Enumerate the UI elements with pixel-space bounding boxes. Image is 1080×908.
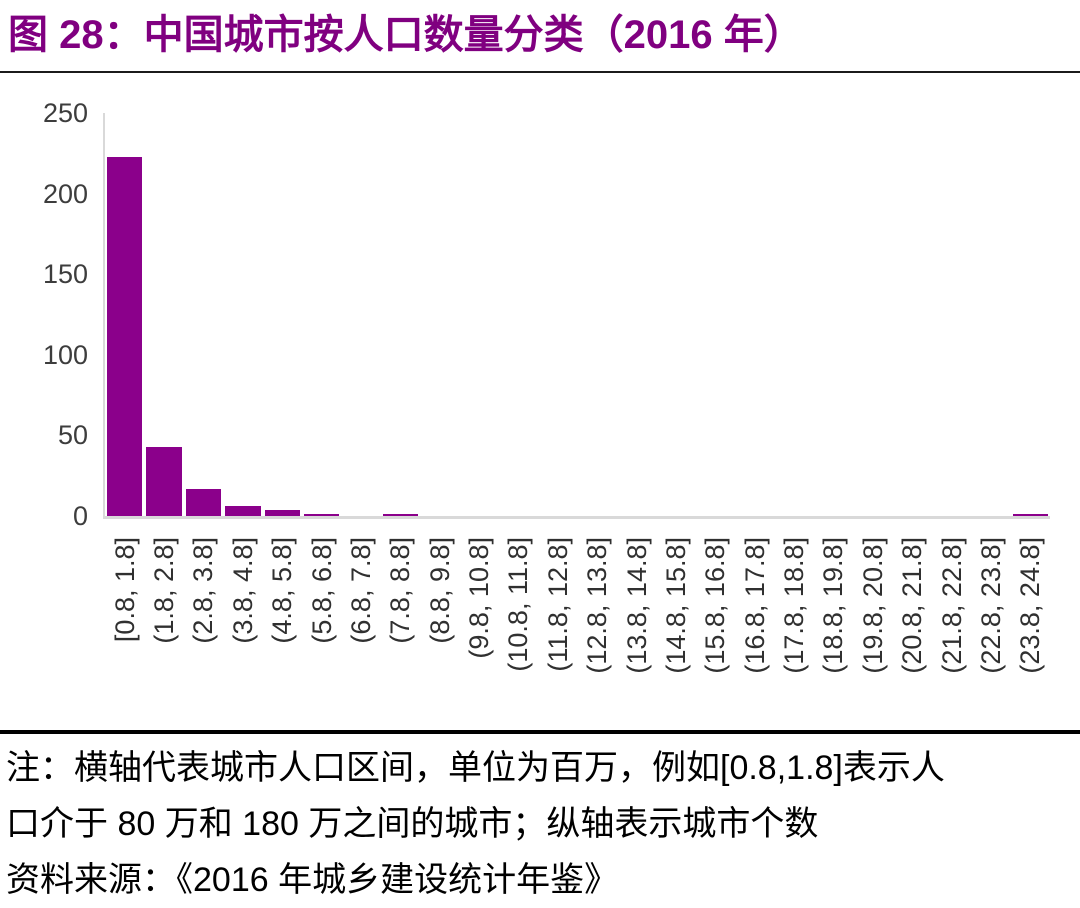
x-tick-label: (22.8, 23.8] bbox=[975, 537, 1006, 674]
y-tick-label: 0 bbox=[72, 501, 88, 531]
x-tick-label: (6.8, 7.8] bbox=[345, 537, 376, 644]
x-tick-label: [0.8, 1.8] bbox=[109, 537, 140, 643]
x-tick-label: (1.8, 2.8] bbox=[149, 537, 180, 644]
title-divider bbox=[0, 71, 1080, 73]
histogram-bar bbox=[225, 506, 261, 516]
x-tick-label: (9.8, 10.8] bbox=[464, 537, 495, 659]
note-line-1: 注：横轴代表城市人口区间，单位为百万，例如[0.8,1.8]表示人 bbox=[6, 749, 945, 787]
x-tick-label: (5.8, 6.8] bbox=[306, 537, 337, 644]
histogram-bar bbox=[146, 446, 182, 516]
x-tick-label: (12.8, 13.8] bbox=[582, 537, 613, 674]
x-tick-label: (21.8, 22.8] bbox=[936, 537, 967, 674]
y-tick-label: 200 bbox=[42, 178, 88, 209]
note-divider bbox=[0, 730, 1080, 734]
plot-area bbox=[103, 113, 1050, 519]
figure-title: 图 28：中国城市按人口数量分类（2016 年） bbox=[8, 13, 804, 57]
x-tick-label: (19.8, 20.8] bbox=[857, 537, 888, 674]
y-tick-label: 150 bbox=[42, 259, 88, 290]
x-tick-label: (4.8, 5.8] bbox=[267, 537, 298, 644]
x-tick-label: (3.8, 4.8] bbox=[227, 537, 258, 644]
y-tick-label: 100 bbox=[42, 339, 88, 370]
y-tick-label: 50 bbox=[57, 420, 88, 451]
x-tick-label: (14.8, 15.8] bbox=[660, 537, 691, 674]
y-tick-label: 250 bbox=[42, 98, 88, 128]
x-tick-label: (11.8, 12.8] bbox=[542, 537, 573, 672]
x-tick-label: (8.8, 9.8] bbox=[424, 537, 455, 644]
x-tick-label: (2.8, 3.8] bbox=[188, 537, 219, 644]
histogram-bar bbox=[382, 514, 418, 516]
chart-notes: 注：横轴代表城市人口区间，单位为百万，例如[0.8,1.8]表示人 口介于 80… bbox=[6, 740, 1072, 908]
x-tick-label: (10.8, 11.8] bbox=[503, 537, 534, 672]
population-histogram: 0 50 100 150 200 250 [0.8, 1.8] (1.8, 2.8] (2.8… bbox=[42, 98, 1050, 674]
x-tick-label: (23.8, 24.8] bbox=[1015, 537, 1046, 674]
x-tick-label: (17.8, 18.8] bbox=[779, 537, 810, 674]
x-tick-label: (16.8, 17.8] bbox=[739, 537, 770, 674]
x-tick-label: (20.8, 21.8] bbox=[897, 537, 928, 674]
x-tick-label: (7.8, 8.8] bbox=[385, 537, 416, 644]
histogram-bar bbox=[107, 156, 143, 516]
note-line-3: 资料来源：《2016 年城乡建设统计年鉴》 bbox=[6, 861, 619, 899]
x-tick-label: (18.8, 19.8] bbox=[818, 537, 849, 674]
x-tick-label: (13.8, 14.8] bbox=[621, 537, 652, 674]
note-line-2: 口介于 80 万和 180 万之间的城市；纵轴表示城市个数 bbox=[6, 805, 819, 843]
histogram-bar bbox=[303, 514, 340, 516]
histogram-bar bbox=[185, 488, 222, 516]
histogram-bar bbox=[264, 509, 300, 516]
histogram-bar bbox=[1012, 514, 1048, 516]
x-tick-label: (15.8, 16.8] bbox=[700, 537, 731, 674]
